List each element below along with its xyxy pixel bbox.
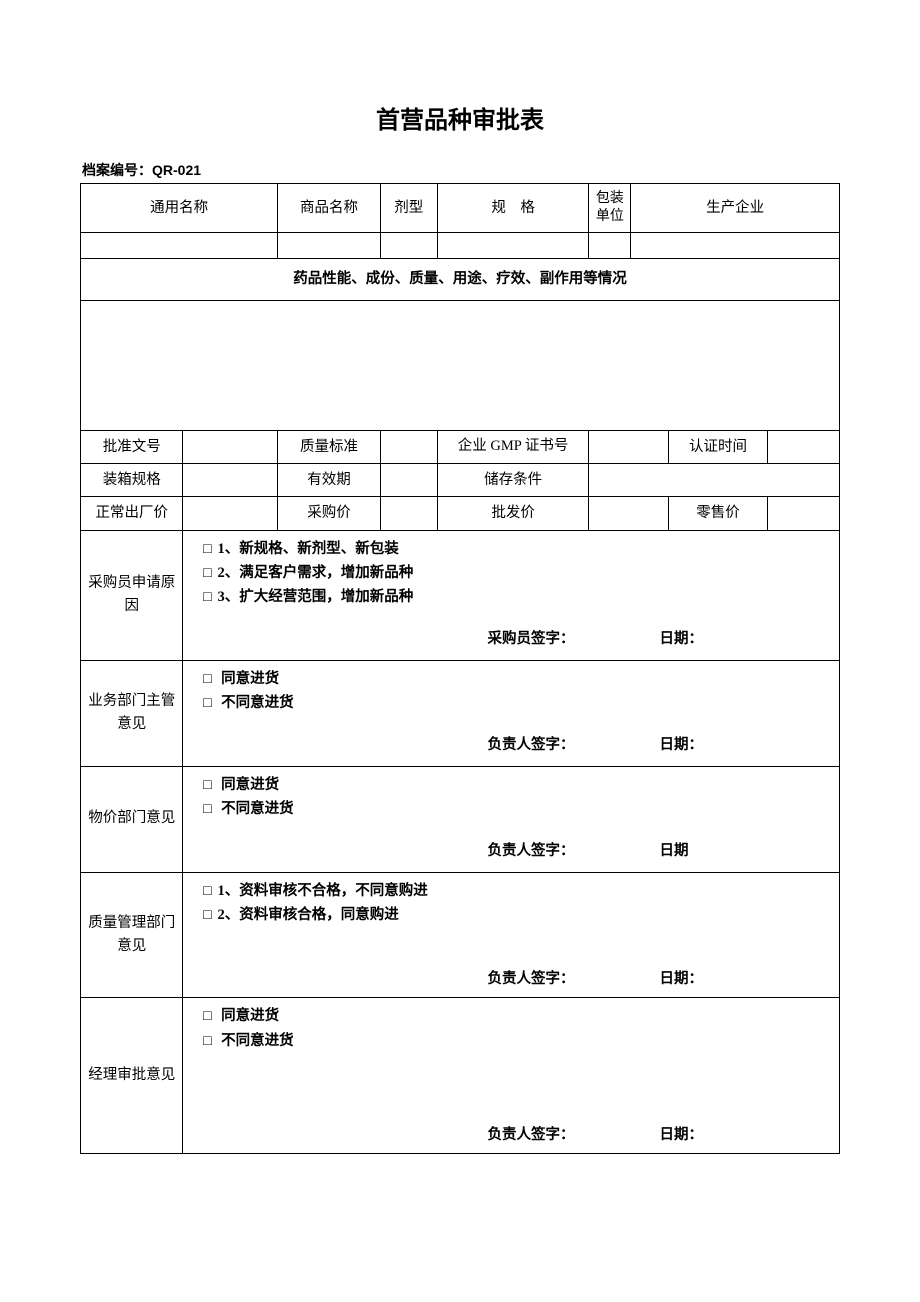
cell-validity[interactable] (380, 463, 437, 496)
checkbox-icon[interactable]: □ (197, 799, 217, 819)
label-cert-time: 认证时间 (669, 430, 768, 463)
col-pack-unit: 包装单位 (589, 184, 631, 233)
cell-manufacturer[interactable] (631, 233, 840, 259)
approval-table: 通用名称 商品名称 剂型 规 格 包装单位 生产企业 药品性能、成份、质量、用途… (80, 183, 840, 1154)
cell-pack-spec[interactable] (183, 463, 278, 496)
cell-factory-price[interactable] (183, 497, 278, 530)
purchaser-date-label: 日期： (659, 629, 703, 649)
qa-date-label: 日期： (659, 969, 703, 989)
label-storage: 储存条件 (437, 463, 589, 496)
label-gmp-cert: 企业 GMP 证书号 (437, 430, 589, 463)
checkbox-icon[interactable]: □ (197, 539, 217, 559)
cell-purchase-price[interactable] (380, 497, 437, 530)
checkbox-icon[interactable]: □ (197, 563, 217, 583)
col-manufacturer: 生产企业 (631, 184, 840, 233)
checkbox-icon[interactable]: □ (197, 587, 217, 607)
label-pack-spec: 装箱规格 (81, 463, 183, 496)
cell-biz-dept[interactable]: □ 同意进货 □ 不同意进货 负责人签字： 日期： (183, 660, 840, 766)
label-factory-price: 正常出厂价 (81, 497, 183, 530)
col-spec: 规 格 (437, 184, 589, 233)
biz-date-label: 日期： (659, 735, 703, 755)
cell-gmp-cert[interactable] (589, 430, 669, 463)
cell-generic-name[interactable] (81, 233, 278, 259)
checkbox-icon[interactable]: □ (197, 881, 217, 901)
cell-performance-content[interactable] (81, 300, 840, 430)
page-title: 首营品种审批表 (80, 100, 840, 135)
doc-number: 档案编号：QR-021 (82, 160, 840, 180)
label-quality-std: 质量标准 (278, 430, 380, 463)
cell-approval-no[interactable] (183, 430, 278, 463)
col-generic-name: 通用名称 (81, 184, 278, 233)
mgr-sig-label: 负责人签字： (487, 1125, 574, 1145)
price-date-label: 日期 (659, 841, 688, 861)
biz-opt2: 不同意进货 (221, 695, 294, 711)
label-manager: 经理审批意见 (81, 998, 183, 1154)
cell-storage[interactable] (589, 463, 840, 496)
label-qa-dept: 质量管理部门意见 (81, 872, 183, 998)
cell-form[interactable] (380, 233, 437, 259)
reason-opt2: 2、满足客户需求，增加新品种 (217, 565, 413, 581)
section-performance-header: 药品性能、成份、质量、用途、疗效、副作用等情况 (81, 259, 840, 300)
checkbox-icon[interactable]: □ (197, 669, 217, 689)
doc-number-value: QR-021 (152, 162, 201, 178)
cell-manager[interactable]: □ 同意进货 □ 不同意进货 负责人签字： 日期： (183, 998, 840, 1154)
cell-quality-std[interactable] (380, 430, 437, 463)
mgr-opt1: 同意进货 (221, 1008, 279, 1024)
qa-opt2: 2、资料审核合格，同意购进 (217, 907, 398, 923)
label-biz-dept: 业务部门主管意见 (81, 660, 183, 766)
cell-wholesale-price[interactable] (589, 497, 669, 530)
label-approval-no: 批准文号 (81, 430, 183, 463)
cell-purchaser-reason[interactable]: □1、新规格、新剂型、新包装 □2、满足客户需求，增加新品种 □3、扩大经营范围… (183, 530, 840, 660)
cell-qa-dept[interactable]: □1、资料审核不合格，不同意购进 □2、资料审核合格，同意购进 负责人签字： 日期… (183, 872, 840, 998)
cell-product-name[interactable] (278, 233, 380, 259)
checkbox-icon[interactable]: □ (197, 905, 217, 925)
cell-cert-time[interactable] (767, 430, 839, 463)
checkbox-icon[interactable]: □ (197, 693, 217, 713)
mgr-opt2: 不同意进货 (221, 1033, 294, 1049)
col-form: 剂型 (380, 184, 437, 233)
qa-opt1: 1、资料审核不合格，不同意购进 (217, 883, 427, 899)
cell-retail-price[interactable] (767, 497, 839, 530)
label-validity: 有效期 (278, 463, 380, 496)
checkbox-icon[interactable]: □ (197, 1031, 217, 1051)
biz-sig-label: 负责人签字： (487, 735, 574, 755)
cell-spec[interactable] (437, 233, 589, 259)
label-purchaser-reason: 采购员申请原因 (81, 530, 183, 660)
qa-sig-label: 负责人签字： (487, 969, 574, 989)
col-product-name: 商品名称 (278, 184, 380, 233)
label-retail-price: 零售价 (669, 497, 768, 530)
label-wholesale-price: 批发价 (437, 497, 589, 530)
cell-price-dept[interactable]: □ 同意进货 □ 不同意进货 负责人签字： 日期 (183, 766, 840, 872)
mgr-date-label: 日期： (659, 1125, 703, 1145)
doc-number-label: 档案编号： (82, 162, 152, 178)
price-sig-label: 负责人签字： (487, 841, 574, 861)
purchaser-sig-label: 采购员签字： (487, 629, 574, 649)
checkbox-icon[interactable]: □ (197, 1006, 217, 1026)
checkbox-icon[interactable]: □ (197, 775, 217, 795)
biz-opt1: 同意进货 (221, 671, 279, 687)
reason-opt1: 1、新规格、新剂型、新包装 (217, 541, 398, 557)
reason-opt3: 3、扩大经营范围，增加新品种 (217, 589, 413, 605)
price-opt1: 同意进货 (221, 777, 279, 793)
label-purchase-price: 采购价 (278, 497, 380, 530)
price-opt2: 不同意进货 (221, 801, 294, 817)
label-price-dept: 物价部门意见 (81, 766, 183, 872)
cell-pack-unit[interactable] (589, 233, 631, 259)
